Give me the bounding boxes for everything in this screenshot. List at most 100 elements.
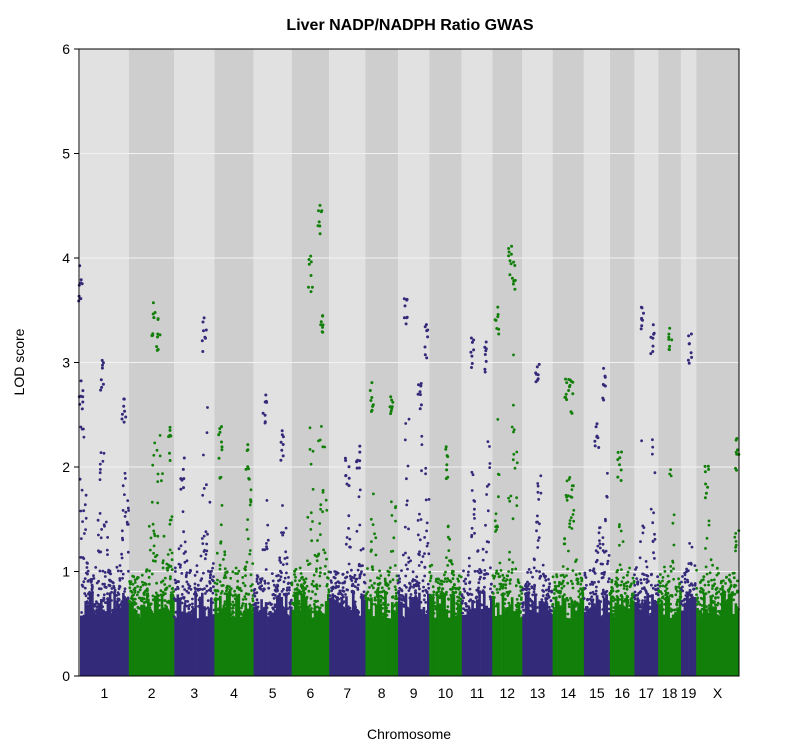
chromosome-points-12 xyxy=(491,244,524,676)
peak-point-chrX-0 xyxy=(703,464,707,468)
peak-point-chr11-0 xyxy=(469,350,473,354)
peak-point-chr5-0 xyxy=(265,400,269,404)
x-tick-label-12: 12 xyxy=(500,685,516,701)
peak-point-chr12-1 xyxy=(507,247,511,250)
peak-point-chr8-0 xyxy=(369,410,373,413)
y-tick-label-3: 3 xyxy=(62,355,70,371)
chromosome-points-19 xyxy=(679,332,698,676)
chromosome-points-13 xyxy=(521,362,554,676)
peak-point-chr4-0 xyxy=(220,440,223,444)
x-tick-label-18: 18 xyxy=(662,685,678,701)
peak-point-chr16-0 xyxy=(616,450,620,454)
x-tick-label-1: 1 xyxy=(101,685,109,701)
peak-point-chr2-0 xyxy=(152,316,156,320)
peak-point-chr7-0 xyxy=(343,456,347,460)
peak-point-chr1-1 xyxy=(81,400,85,404)
peak-point-chr8-1 xyxy=(389,395,393,399)
peak-point-chr15-0 xyxy=(595,434,599,438)
peak-point-chr1-2 xyxy=(99,388,103,392)
peak-point-chr5-0 xyxy=(264,393,268,397)
peak-point-chr12-0 xyxy=(493,318,497,322)
peak-point-chr9-1 xyxy=(419,382,423,385)
peak-point-chr1-2 xyxy=(100,366,104,370)
peak-point-chr4-0 xyxy=(217,456,221,460)
peak-point-chr16-0 xyxy=(616,458,620,462)
chromosome-points-18 xyxy=(656,326,683,676)
peak-point-chr9-0 xyxy=(402,316,406,320)
peak-point-chr7-0 xyxy=(344,459,348,462)
peak-point-chr1-1 xyxy=(81,389,85,393)
peak-point-chrX-0 xyxy=(704,482,708,486)
peak-point-chr7-1 xyxy=(355,459,359,463)
peak-point-chrX-1 xyxy=(735,468,738,472)
peak-point-chr15-0 xyxy=(593,439,597,443)
chromosome-points-16 xyxy=(608,450,636,676)
y-tick-label-0: 0 xyxy=(62,668,70,684)
x-tick-label-4: 4 xyxy=(230,685,238,701)
peak-point-chr19-0 xyxy=(686,358,690,362)
x-tick-label-X: X xyxy=(713,685,723,701)
peak-point-chr15-1 xyxy=(603,374,607,378)
chromosome-points-3 xyxy=(173,316,216,676)
x-axis-label: Chromosome xyxy=(367,726,451,742)
peak-point-chr17-0 xyxy=(640,324,644,328)
peak-point-chr5-1 xyxy=(281,454,285,458)
peak-point-chr2-1 xyxy=(156,348,160,351)
peak-point-chr9-1 xyxy=(416,392,420,396)
chromosome-points-17 xyxy=(633,305,660,676)
peak-point-chr10-0 xyxy=(445,468,449,472)
y-axis-label: LOD score xyxy=(11,328,27,395)
peak-point-chr11-0 xyxy=(472,338,476,342)
x-tick-label-13: 13 xyxy=(530,685,546,701)
y-tick-label-2: 2 xyxy=(62,459,70,475)
peak-point-chr7-0 xyxy=(347,476,351,480)
peak-point-chr8-0 xyxy=(370,381,374,385)
peak-point-chr1-2 xyxy=(101,382,105,386)
peak-point-chr19-0 xyxy=(687,334,691,338)
peak-point-chr12-0 xyxy=(496,305,500,309)
peak-point-chr8-1 xyxy=(388,405,392,409)
peak-point-chr1-0 xyxy=(79,297,83,301)
peak-point-chr9-1 xyxy=(419,384,423,388)
peak-point-chr6-0 xyxy=(309,274,313,277)
peak-point-chr11-0 xyxy=(470,354,474,358)
peak-point-chr3-0 xyxy=(200,339,204,343)
peak-point-chr16-0 xyxy=(620,450,623,454)
chromosome-points-7 xyxy=(328,444,367,676)
peak-point-chr10-0 xyxy=(445,463,449,467)
peak-point-chr16-0 xyxy=(616,475,620,479)
peak-point-chr9-0 xyxy=(402,297,406,301)
peak-point-chr15-1 xyxy=(602,398,606,402)
chromosome-points-9 xyxy=(396,297,431,676)
peak-point-chr12-2 xyxy=(511,282,515,286)
peak-point-chr18-0 xyxy=(667,335,671,339)
peak-point-chr2-2 xyxy=(168,459,172,462)
peak-point-chr4-1 xyxy=(244,467,248,471)
peak-point-chr8-0 xyxy=(370,396,374,399)
peak-point-chrX-0 xyxy=(703,496,707,500)
peak-point-chr14-0 xyxy=(564,395,568,399)
peak-point-chr18-0 xyxy=(667,337,671,341)
peak-point-chr15-0 xyxy=(595,422,599,426)
peak-point-chr12-2 xyxy=(513,278,517,282)
peak-point-chr1-3 xyxy=(120,417,124,421)
peak-point-chr2-1 xyxy=(156,335,159,339)
peak-point-chr9-1 xyxy=(418,393,422,397)
peak-point-chr3-1 xyxy=(182,456,186,460)
peak-point-chr1-1 xyxy=(79,379,83,383)
peak-point-chr4-1 xyxy=(247,467,250,471)
peak-point-chr7-0 xyxy=(345,482,349,486)
peak-point-chr5-0 xyxy=(261,411,265,415)
snp-points xyxy=(77,203,741,676)
peak-point-chr3-0 xyxy=(202,329,205,333)
peak-point-chr1-2 xyxy=(101,361,105,365)
peak-point-chr17-1 xyxy=(651,350,655,353)
peak-point-chr12-1 xyxy=(508,273,512,277)
peak-point-chr14-0 xyxy=(567,389,571,392)
peak-point-chr19-0 xyxy=(687,342,691,346)
y-tick-label-1: 1 xyxy=(62,564,70,580)
x-tick-label-3: 3 xyxy=(190,685,198,701)
peak-point-chrX-0 xyxy=(707,467,711,471)
x-tick-label-16: 16 xyxy=(614,685,630,701)
x-tick-label-5: 5 xyxy=(269,685,277,701)
